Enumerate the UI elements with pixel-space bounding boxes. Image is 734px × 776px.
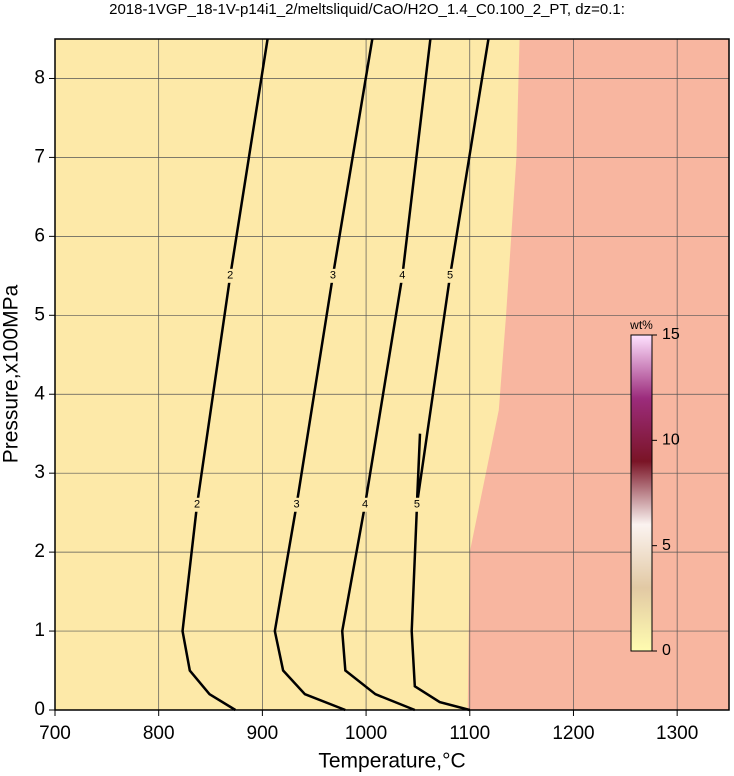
colorbar-tick-label: 5 (662, 537, 671, 554)
x-tick-label: 900 (247, 723, 279, 744)
contour-line (410, 38, 490, 712)
contour-label: 2 (227, 270, 233, 282)
y-tick-label: 2 (34, 541, 45, 562)
contour-label-bg (192, 497, 203, 512)
chart-title: 2018-1VGP_18-1V-p14i1_2/meltsliquid/CaO/… (109, 1, 625, 18)
colorbar-tick-label: 10 (662, 432, 680, 449)
contour-label-bg (225, 268, 236, 283)
contour-label: 3 (294, 499, 300, 511)
y-tick-label: 0 (34, 699, 45, 720)
x-tick-label: 1000 (345, 723, 387, 744)
y-tick-label: 6 (34, 225, 45, 246)
contour-label: 2 (194, 499, 200, 511)
x-tick-label: 1200 (552, 723, 594, 744)
colorbar-tick-label: 15 (662, 326, 680, 343)
x-axis-label: Temperature,°C (318, 750, 465, 773)
contour-label: 5 (447, 270, 453, 282)
contour-label-bg (291, 497, 302, 512)
y-tick-label: 8 (34, 67, 45, 88)
y-tick-label: 7 (34, 146, 45, 167)
x-tick-label: 1100 (449, 723, 490, 744)
y-tick-label: 5 (34, 304, 45, 325)
contour-label-bg (360, 497, 371, 512)
contour-label-bg (397, 268, 408, 283)
y-axis-label: Pressure,x100MPa (0, 284, 23, 463)
colorbar (630, 334, 653, 652)
x-tick-label: 800 (143, 723, 175, 744)
x-tick-label: 700 (39, 723, 71, 744)
colorbar-label: wt% (629, 318, 653, 332)
contour-label: 5 (414, 499, 420, 511)
plot-frame (54, 38, 730, 711)
contour-label-bg (327, 268, 338, 283)
contour-label: 3 (330, 270, 336, 282)
colorbar-tick-label: 0 (662, 642, 671, 659)
contour-label-bg (445, 268, 456, 283)
contour-label: 4 (399, 270, 405, 282)
contour-label: 4 (362, 499, 368, 511)
x-tick-label: 1300 (656, 723, 698, 744)
y-tick-label: 1 (34, 620, 45, 641)
contour-label-bg (411, 497, 422, 512)
high-region (467, 39, 729, 710)
y-tick-label: 4 (34, 383, 45, 404)
y-tick-label: 3 (34, 462, 45, 483)
